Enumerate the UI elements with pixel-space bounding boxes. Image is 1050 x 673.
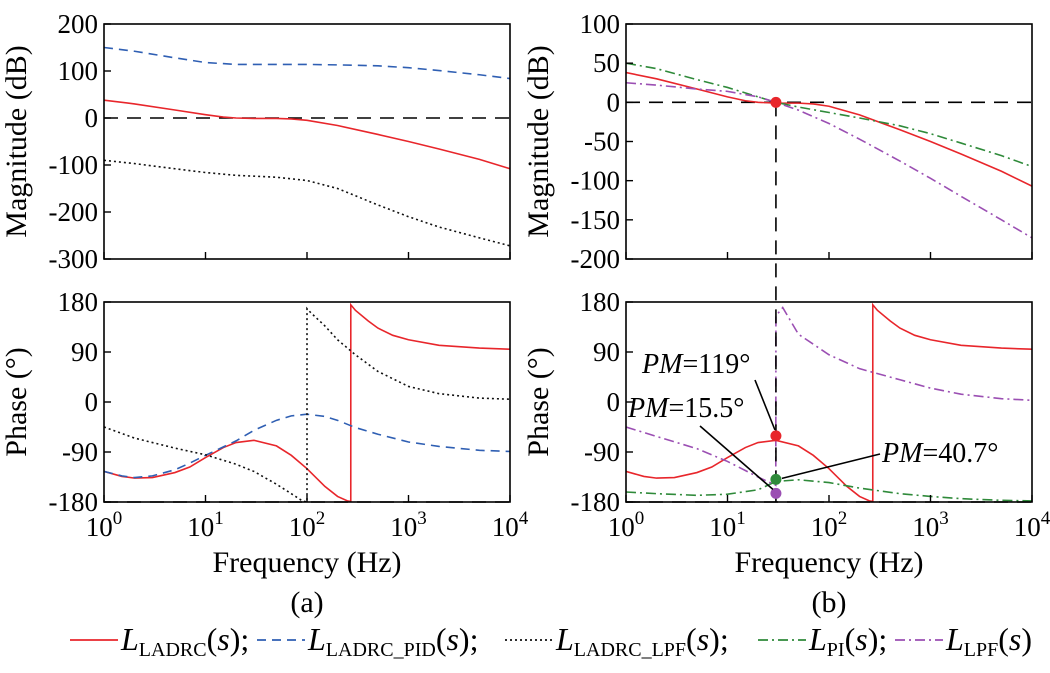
legend-label: LPI(s); [808, 621, 887, 661]
y-tick-label: -200 [571, 244, 621, 274]
y-tick-label: -100 [49, 150, 99, 180]
y-axis-label: Phase (°) [522, 347, 555, 456]
phase-margin-marker [770, 96, 782, 108]
series-ladrc-line [104, 302, 510, 503]
y-tick-label: -150 [571, 205, 621, 235]
y-tick-label: 0 [607, 387, 621, 417]
annotation-leader [754, 379, 776, 431]
y-tick-label: -300 [49, 244, 99, 274]
y-tick-label: -90 [62, 437, 98, 467]
axes-frame [103, 23, 511, 260]
series-ladrc-line [626, 71, 1032, 187]
y-tick-label: -200 [49, 197, 99, 227]
y-tick-label: 50 [593, 48, 620, 78]
legend-label: LLPF(s) [945, 621, 1032, 661]
x-tick-label: 100 [86, 508, 123, 542]
y-tick-label: -90 [584, 437, 620, 467]
x-tick-label: 103 [390, 508, 427, 542]
phase-margin-marker [770, 430, 782, 442]
series-ladrc_lpf-line [104, 306, 510, 503]
y-tick-label: -180 [571, 487, 621, 517]
legend-item-pi: LPI(s); [758, 621, 887, 661]
panel-b_mag: 100 50 0 -50 -100 -150 -200 Magnitude (dB) [522, 9, 1033, 274]
legend-item-lpf: LLPF(s) [895, 621, 1032, 661]
annotation-leader [699, 425, 774, 490]
annotation-leader [781, 453, 881, 480]
series-ladrc-line [626, 302, 1032, 503]
legend-item-ladrc: LLADRC(s); [70, 621, 249, 661]
y-tick-label: 180 [580, 287, 621, 317]
x-tick-label: 103 [912, 508, 949, 542]
series-ladrc-line [104, 99, 510, 170]
y-tick-label: 180 [58, 287, 99, 317]
x-tick-label: 101 [187, 508, 224, 542]
y-tick-label: 90 [593, 337, 620, 367]
series-pi-line [626, 62, 1032, 168]
phase-margin-annotation: PM=15.5° [627, 393, 744, 424]
x-tick-label: 102 [289, 508, 326, 542]
y-tick-label: 100 [580, 9, 621, 39]
y-tick-label: -180 [49, 487, 99, 517]
legend-label: LLADRC(s); [120, 621, 249, 661]
y-tick-label: -100 [571, 166, 621, 196]
phase-margin-annotation: PM=40.7° [881, 438, 998, 469]
x-tick-label: 100 [608, 508, 645, 542]
y-tick-label: 90 [71, 337, 98, 367]
phase-margin-marker [770, 487, 782, 499]
y-tick-label: -50 [584, 127, 620, 157]
y-axis-label: Magnitude (dB) [522, 45, 555, 237]
series-ladrc_pid-line [104, 46, 510, 80]
x-axis-label: Frequency (Hz) [734, 546, 923, 579]
phase-margin-marker [770, 473, 782, 485]
y-tick-label: 0 [85, 103, 99, 133]
legend-label: LLADRC_PID(s); [307, 621, 478, 661]
plot-area: 200 100 0 -100 -200 -300 Magnitude (dB) 180 90 0 -… [0, 9, 1050, 579]
series-ladrc_pid-line [104, 413, 510, 479]
y-tick-label: 0 [85, 387, 99, 417]
legend-item-ladrc_pid: LLADRC_PID(s); [257, 621, 478, 661]
series-ladrc_lpf-line [104, 159, 510, 247]
x-tick-label: 102 [811, 508, 848, 542]
phase-margin-annotation: PM=119° [641, 349, 750, 380]
axes-frame [625, 23, 1033, 260]
panel-label-b: (b) [812, 586, 847, 619]
y-axis-label: Magnitude (dB) [0, 45, 33, 237]
x-axis-label: Frequency (Hz) [212, 546, 401, 579]
legend-label: LLADRC_LPF(s); [555, 621, 729, 661]
legend-item-ladrc_lpf: LLADRC_LPF(s); [505, 621, 729, 661]
panel-label-a: (a) [290, 586, 323, 619]
y-axis-label: Phase (°) [0, 347, 33, 456]
x-tick-label: 104 [492, 508, 529, 542]
y-tick-label: 0 [607, 87, 621, 117]
legend: LLADRC(s); LLADRC_PID(s); LLADRC_LPF(s); LP… [70, 621, 1032, 661]
y-tick-label: 100 [58, 56, 99, 86]
y-tick-label: 200 [58, 9, 99, 39]
x-tick-label: 101 [709, 508, 746, 542]
x-tick-label: 104 [1014, 508, 1050, 542]
panel-a_mag: 200 100 0 -100 -200 -300 Magnitude (dB) [0, 9, 511, 274]
